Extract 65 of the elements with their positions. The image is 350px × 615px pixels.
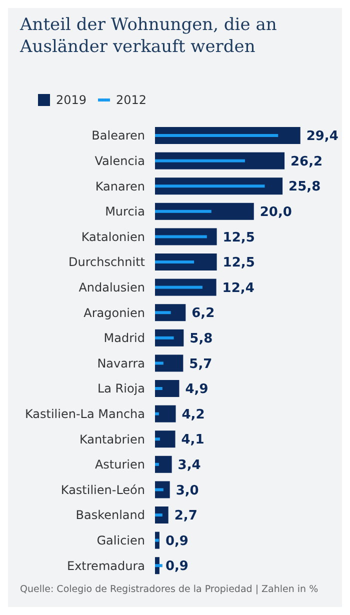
bar	[155, 362, 164, 365]
bar	[155, 286, 202, 289]
data-label: 5,8	[190, 331, 213, 346]
y-tick-label: Kantabrien	[79, 432, 145, 446]
data-label: 3,0	[176, 483, 199, 498]
data-label: 0,9	[165, 534, 188, 549]
bar	[155, 134, 278, 137]
bar	[155, 304, 186, 322]
y-tick-label: Extremadura	[67, 558, 145, 573]
y-tick-label: La Rioja	[97, 382, 145, 396]
bar	[155, 354, 184, 372]
y-tick-label: Andalusien	[78, 280, 145, 294]
y-tick-label: Galicien	[96, 534, 145, 548]
y-tick-label: Madrid	[104, 331, 145, 346]
bar	[155, 506, 168, 524]
bar	[155, 456, 172, 473]
y-tick-label: Kanaren	[95, 179, 145, 194]
bar	[155, 311, 171, 314]
bar	[155, 380, 180, 397]
y-tick-label: Durchschnitt	[68, 255, 146, 270]
y-tick-label: Balearen	[92, 128, 145, 143]
bar	[155, 412, 159, 416]
y-tick-label: Asturien	[94, 458, 145, 472]
bar	[155, 438, 160, 441]
bar	[155, 462, 159, 466]
y-tick-label: Murcia	[105, 204, 145, 219]
legend-label: 2019	[56, 93, 87, 108]
data-label: 4,9	[185, 382, 208, 398]
bar	[155, 210, 212, 213]
y-tick-label: Katalonien	[81, 230, 145, 244]
y-tick-label: Navarra	[97, 356, 145, 370]
data-label: 20,0	[260, 204, 292, 220]
data-label: 25,8	[288, 180, 321, 195]
data-label: 6,2	[192, 306, 215, 322]
bar	[155, 514, 162, 516]
bar	[155, 405, 176, 422]
data-label: 3,4	[178, 458, 201, 473]
bar	[155, 564, 162, 568]
bar	[155, 260, 194, 264]
y-tick-label: Valencia	[94, 154, 145, 168]
y-tick-label: Kastilien-León	[60, 482, 145, 497]
bar	[155, 488, 164, 492]
y-tick-label: Aragonien	[84, 306, 145, 320]
bar	[155, 159, 245, 162]
data-label: 4,1	[181, 432, 204, 448]
bar	[155, 430, 176, 448]
data-label: 26,2	[290, 154, 323, 170]
y-tick-label: Baskenland	[76, 508, 145, 522]
y-tick-label: Kastilien-La Mancha	[24, 407, 145, 421]
data-label: 12,4	[222, 280, 254, 296]
bar	[155, 235, 207, 238]
data-label: 29,4	[306, 129, 338, 144]
source-note: Quelle: Colegio de Registradores de la Propiedad | Zahlen in %	[20, 584, 318, 595]
chart-title: Anteil der Wohnungen, die an Ausländer verkauft werden	[19, 15, 277, 57]
bar	[155, 336, 174, 340]
data-label: 12,5	[222, 256, 255, 271]
bar	[155, 184, 265, 188]
data-label: 2,7	[174, 508, 198, 524]
data-label: 0,9	[165, 559, 188, 574]
data-label: 5,7	[189, 356, 212, 372]
data-label: 4,2	[182, 407, 205, 422]
bar	[155, 538, 159, 542]
bar	[155, 387, 162, 390]
legend-label: 2012	[116, 93, 147, 108]
data-label: 12,5	[222, 230, 255, 246]
